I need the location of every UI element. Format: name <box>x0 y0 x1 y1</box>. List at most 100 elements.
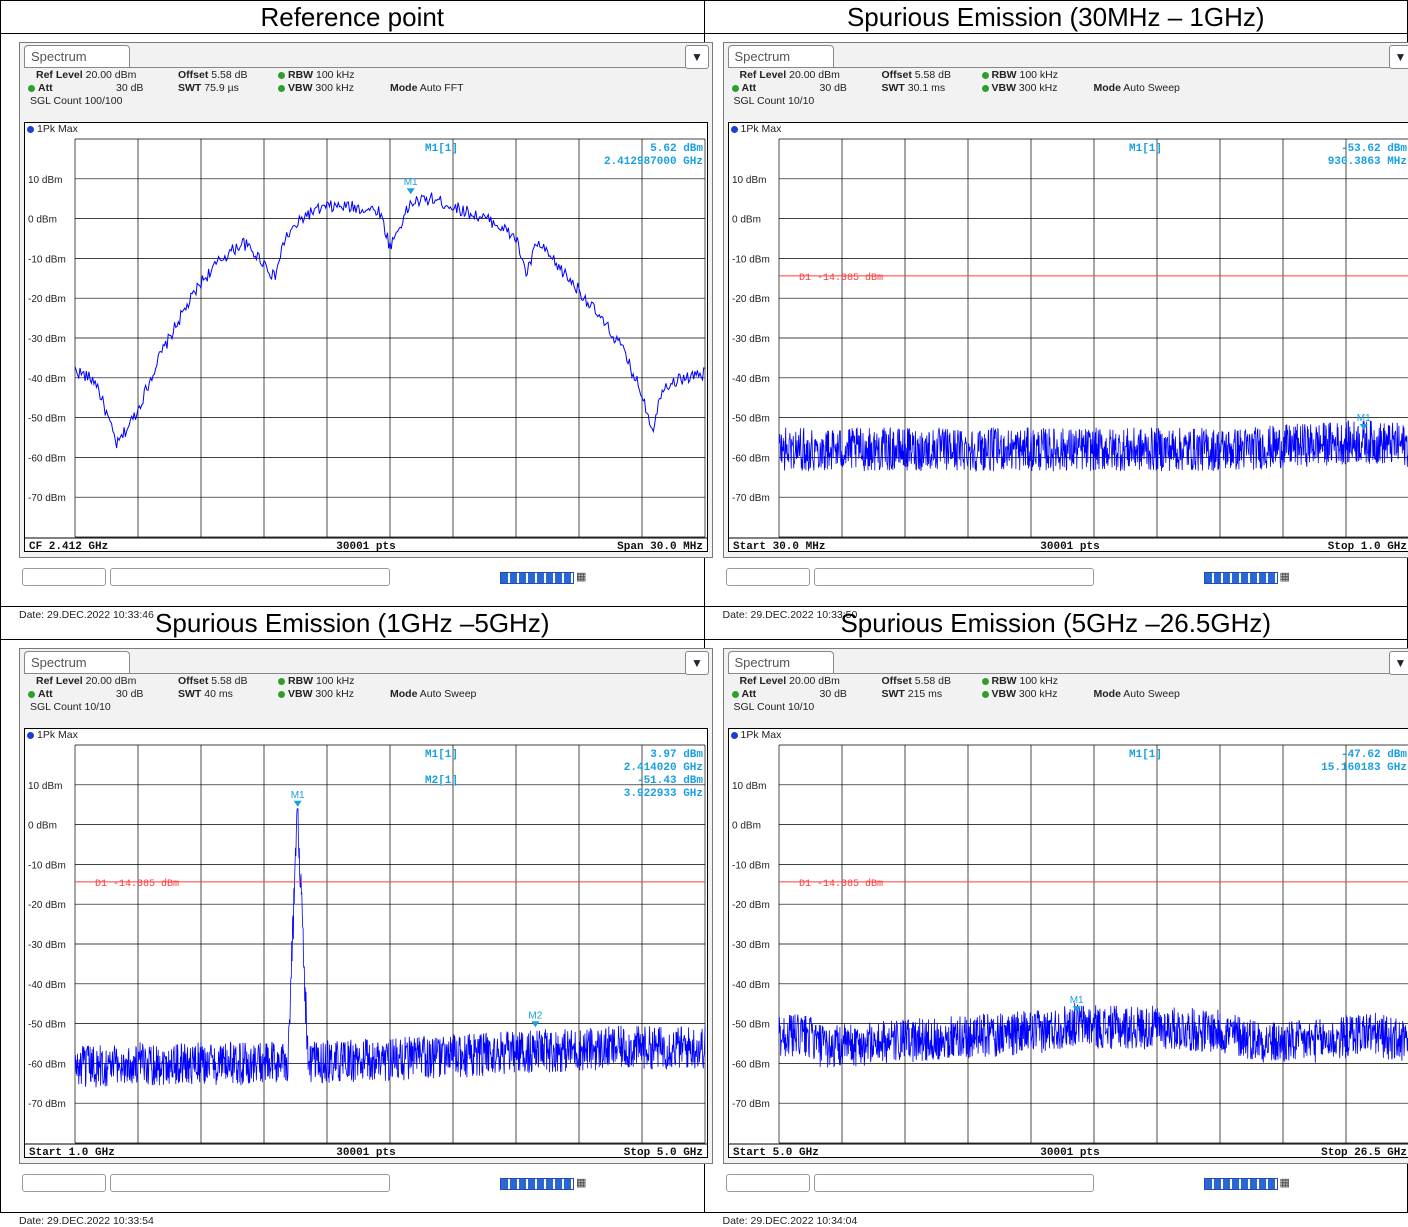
marker-readout-name: M1[1] <box>1129 143 1162 155</box>
vbw: VBW 300 kHz <box>278 82 354 94</box>
sgl-count: SGL Count 100/100 <box>30 95 122 107</box>
marker-readout-frequency: 15.160183 GHz <box>1321 762 1407 774</box>
y-tick-label: -30 dBm <box>732 334 770 345</box>
y-tick-label: 10 dBm <box>28 175 62 186</box>
y-tick-label: -70 dBm <box>28 494 66 505</box>
header-reference: Reference point <box>1 1 705 34</box>
grid <box>75 139 705 537</box>
points-label: 30001 pts <box>336 541 395 551</box>
y-tick-label: 10 dBm <box>28 781 62 792</box>
x-axis-right-label: Span 30.0 MHz <box>617 541 703 551</box>
marker-readout-frequency: 3.922933 GHz <box>624 788 703 800</box>
analyzer-screenshot: Spectrum ▼ Ref Level 20.00 dBm Offset 5.… <box>19 648 713 1164</box>
status-field-1[interactable] <box>22 568 106 586</box>
att-value: 30 dB <box>820 688 847 700</box>
tab-divider <box>24 673 708 674</box>
y-tick-label: -10 dBm <box>28 255 66 266</box>
sweep-progress <box>1204 1178 1278 1190</box>
y-tick-label: -60 dBm <box>28 454 66 465</box>
att: Att <box>28 82 53 94</box>
offset: Offset 5.58 dB <box>882 69 951 81</box>
capture-date: Date: 29.DEC.2022 10:34:04 <box>723 1215 858 1227</box>
status-field-1[interactable] <box>726 568 810 586</box>
sgl-count: SGL Count 10/10 <box>30 701 111 713</box>
cell-panel-0: Spectrum ▼ Ref Level 20.00 dBm Offset 5.… <box>1 34 705 607</box>
header-spurious-5g-26g: Spurious Emission (5GHz –26.5GHz) <box>704 606 1408 639</box>
att: Att <box>732 688 757 700</box>
trace-label: 1Pk Max <box>731 123 782 135</box>
mode: Mode Auto Sweep <box>1094 82 1180 94</box>
offset: Offset 5.58 dB <box>178 675 247 687</box>
mode: Mode Auto Sweep <box>1094 688 1180 700</box>
swt: SWT 40 ms <box>178 688 233 700</box>
y-tick-label: -30 dBm <box>28 940 66 951</box>
rbw: RBW 100 kHz <box>278 69 355 81</box>
spectrum-tab[interactable]: Spectrum <box>24 45 130 67</box>
tab-divider <box>728 67 1408 68</box>
y-tick-label: -50 dBm <box>28 414 66 425</box>
spectrum-tab[interactable]: Spectrum <box>728 651 834 673</box>
marker-triangle[interactable] <box>294 801 302 807</box>
status-field-1[interactable] <box>22 1174 106 1192</box>
limit-line-label: D1 -14.385 dBm <box>95 878 179 890</box>
status-field-2[interactable] <box>814 1174 1094 1192</box>
y-tick-label: -10 dBm <box>732 255 770 266</box>
y-tick-label: 0 dBm <box>732 215 761 226</box>
analyzer-screenshot: Spectrum ▼ Ref Level 20.00 dBm Offset 5.… <box>723 648 1408 1164</box>
tab-divider <box>24 67 708 68</box>
y-tick-label: -10 dBm <box>28 861 66 872</box>
marker-triangle[interactable] <box>531 1022 539 1028</box>
y-tick-label: -60 dBm <box>732 1060 770 1071</box>
x-axis-right-label: Stop 5.0 GHz <box>624 1147 703 1157</box>
status-field-2[interactable] <box>110 1174 390 1192</box>
ref-level: Ref Level 20.00 dBm <box>36 69 136 81</box>
measurement-settings: Ref Level 20.00 dBm Offset 5.58 dB RBW 1… <box>28 675 698 727</box>
marker-triangle[interactable] <box>407 189 415 195</box>
vbw: VBW 300 kHz <box>278 688 354 700</box>
measurement-settings: Ref Level 20.00 dBm Offset 5.58 dB RBW 1… <box>732 69 1402 121</box>
tab-divider <box>728 673 1408 674</box>
marker-readout-name: M1[1] <box>425 143 458 155</box>
status-bar: ▦ <box>724 565 1408 587</box>
offset: Offset 5.58 dB <box>882 675 951 687</box>
settings-icon[interactable]: ▼ <box>1389 45 1408 69</box>
y-tick-label: 0 dBm <box>28 821 57 832</box>
mode: Mode Auto Sweep <box>390 688 476 700</box>
sweep-progress <box>1204 572 1278 584</box>
status-field-1[interactable] <box>726 1174 810 1192</box>
y-tick-label: -30 dBm <box>732 940 770 951</box>
vbw: VBW 300 kHz <box>982 688 1058 700</box>
y-tick-label: -50 dBm <box>732 414 770 425</box>
rbw: RBW 100 kHz <box>278 675 355 687</box>
measurement-settings: Ref Level 20.00 dBm Offset 5.58 dB RBW 1… <box>28 69 698 121</box>
settings-icon[interactable]: ▼ <box>1389 651 1408 675</box>
sgl-count: SGL Count 10/10 <box>734 701 815 713</box>
sweep-status-icon: ▦ <box>1280 570 1290 583</box>
spectrum-tab[interactable]: Spectrum <box>24 651 130 673</box>
mode: Mode Auto FFT <box>390 82 464 94</box>
status-field-2[interactable] <box>110 568 390 586</box>
marker-label: M1 <box>1069 995 1083 1006</box>
y-tick-label: -50 dBm <box>732 1020 770 1031</box>
att-value: 30 dB <box>116 82 143 94</box>
y-tick-label: -20 dBm <box>28 901 66 912</box>
y-tick-label: -60 dBm <box>732 454 770 465</box>
x-axis-left-label: CF 2.412 GHz <box>29 541 108 551</box>
limit-line-label: D1 -14.385 dBm <box>799 272 883 284</box>
y-tick-label: -20 dBm <box>28 295 66 306</box>
trace-label: 1Pk Max <box>731 729 782 741</box>
y-tick-label: -30 dBm <box>28 334 66 345</box>
status-field-2[interactable] <box>814 568 1094 586</box>
grid <box>779 139 1408 537</box>
points-label: 30001 pts <box>336 1147 395 1157</box>
marker-readout-frequency: 2.412987000 GHz <box>604 156 703 168</box>
marker-label: M1 <box>1356 413 1370 424</box>
header-spurious-1g-5g: Spurious Emission (1GHz –5GHz) <box>1 606 705 639</box>
x-axis-left-label: Start 30.0 MHz <box>733 541 825 551</box>
marker-readout-frequency: 930.3863 MHz <box>1327 156 1406 168</box>
spectrum-tab[interactable]: Spectrum <box>728 45 834 67</box>
